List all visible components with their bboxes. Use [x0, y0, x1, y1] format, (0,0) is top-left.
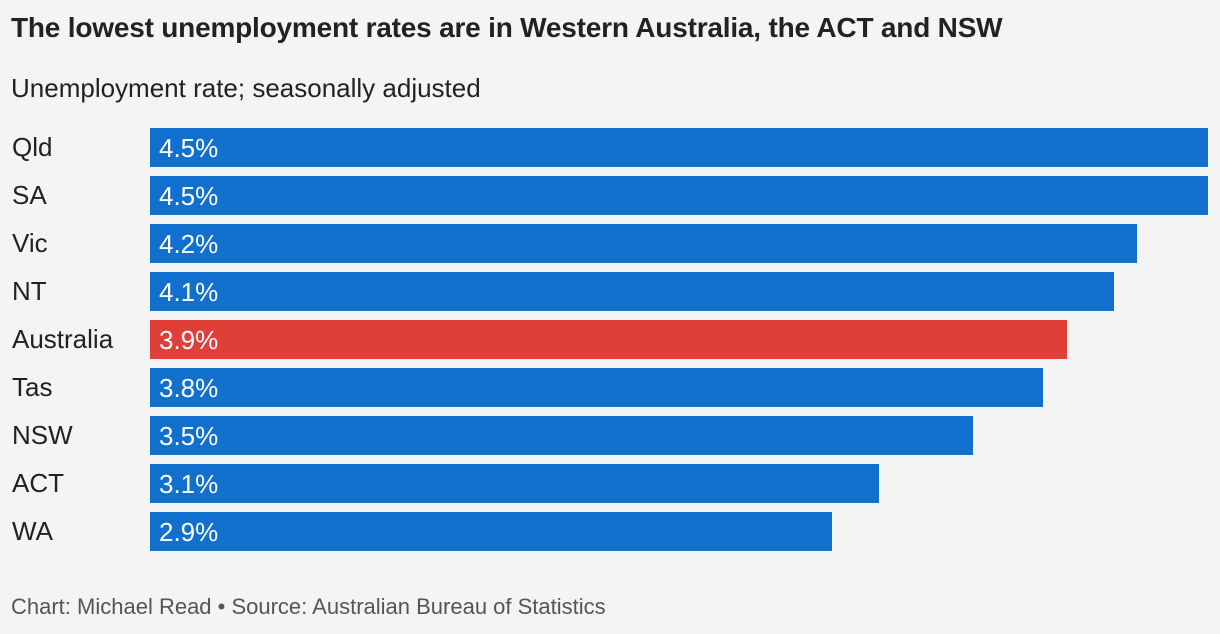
value-label: 4.2% [159, 229, 219, 259]
highlight-bar [150, 320, 1067, 359]
chart-subtitle: Unemployment rate; seasonally adjusted [11, 73, 481, 103]
category-label: WA [12, 516, 53, 546]
bar-row: Tas 3.8% [0, 364, 1220, 412]
category-label: Qld [12, 132, 53, 162]
bar-row: Vic 4.2% [0, 220, 1220, 268]
category-label: Vic [12, 228, 48, 258]
bar [150, 512, 832, 551]
bar [150, 416, 973, 455]
category-label: SA [12, 180, 47, 210]
bar-chart: Qld 4.5% SA 4.5% Vic 4.2% NT 4.1% Australia 3.9% T… [0, 124, 1220, 556]
bar-row: Australia 3.9% [0, 316, 1220, 364]
category-label: Tas [12, 372, 53, 402]
bar [150, 176, 1208, 215]
category-label: NT [12, 276, 47, 306]
bar [150, 224, 1137, 263]
value-label: 4.5% [159, 133, 219, 163]
value-label: 2.9% [159, 517, 219, 547]
category-label: ACT [12, 468, 64, 498]
chart-title: The lowest unemployment rates are in Wes… [11, 12, 1003, 43]
bar-row: WA 2.9% [0, 508, 1220, 556]
value-label: 3.1% [159, 469, 219, 499]
value-label: 3.5% [159, 421, 219, 451]
value-label: 4.1% [159, 277, 219, 307]
bar [150, 272, 1114, 311]
bar [150, 464, 879, 503]
value-label: 3.9% [159, 325, 219, 355]
category-label: NSW [12, 420, 73, 450]
bar-row: SA 4.5% [0, 172, 1220, 220]
value-label: 3.8% [159, 373, 219, 403]
bar-row: NT 4.1% [0, 268, 1220, 316]
chart-credit-source: Chart: Michael Read • Source: Australian… [11, 594, 606, 619]
bar [150, 368, 1043, 407]
bar-row: Qld 4.5% [0, 124, 1220, 172]
category-label: Australia [12, 324, 114, 354]
value-label: 4.5% [159, 181, 219, 211]
bar-row: NSW 3.5% [0, 412, 1220, 460]
bar [150, 128, 1208, 167]
bar-row: ACT 3.1% [0, 460, 1220, 508]
